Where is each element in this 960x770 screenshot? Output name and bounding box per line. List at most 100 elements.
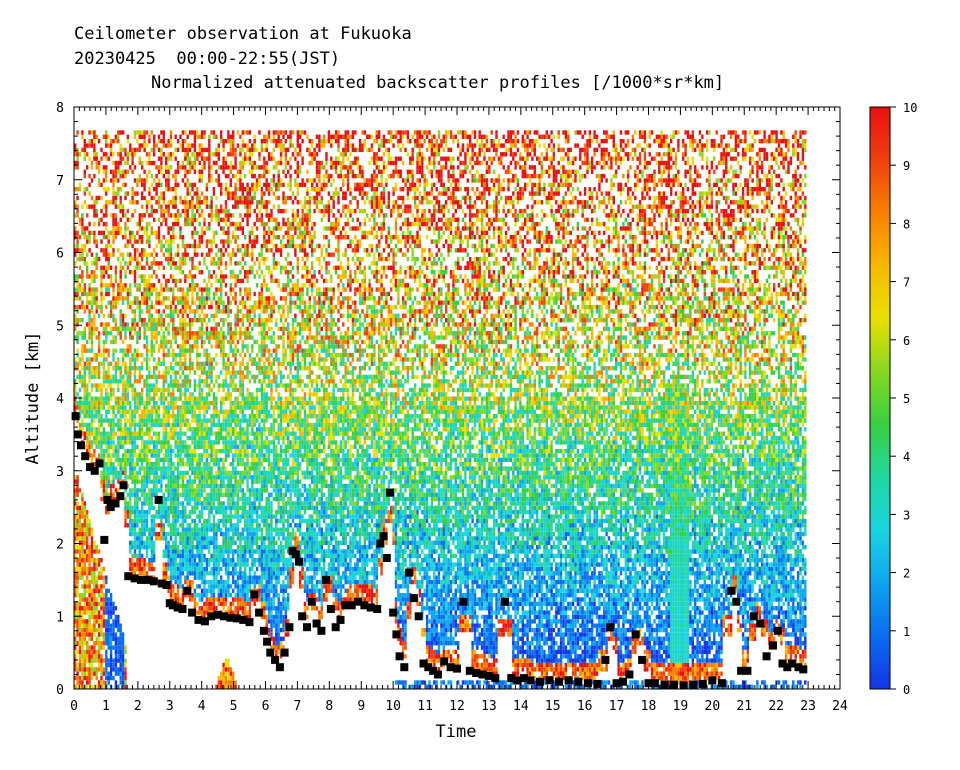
heatmap-cell	[182, 239, 184, 243]
heatmap-cell	[172, 510, 174, 514]
heatmap-cell	[194, 401, 196, 405]
heatmap-cell	[115, 645, 117, 649]
heatmap-cell	[230, 331, 232, 335]
heatmap-cell	[225, 410, 227, 414]
heatmap-cell	[91, 165, 93, 169]
heatmap-cell	[91, 292, 93, 296]
heatmap-cell	[131, 488, 133, 492]
heatmap-cell	[115, 379, 117, 383]
heatmap-cell	[170, 305, 172, 309]
heatmap-cell	[220, 353, 222, 357]
heatmap-cell	[117, 440, 119, 444]
heatmap-cell	[163, 493, 165, 497]
heatmap-cell	[105, 322, 107, 326]
heatmap-cell	[172, 187, 174, 191]
heatmap-cell	[139, 458, 141, 462]
heatmap-cell	[227, 480, 229, 484]
heatmap-cell	[131, 558, 133, 562]
heatmap-cell	[201, 488, 203, 492]
heatmap-cell	[194, 501, 196, 505]
heatmap-cell	[237, 558, 239, 562]
heatmap-cell	[105, 466, 107, 470]
heatmap-cell	[88, 571, 90, 575]
heatmap-cell	[139, 283, 141, 287]
heatmap-cell	[79, 619, 81, 623]
heatmap-cell	[191, 287, 193, 291]
heatmap-cell	[91, 458, 93, 462]
heatmap-cell	[86, 641, 88, 645]
heatmap-cell	[117, 418, 119, 422]
heatmap-cell	[105, 248, 107, 252]
heatmap-cell	[88, 432, 90, 436]
heatmap-cell	[175, 423, 177, 427]
heatmap-cell	[225, 366, 227, 370]
heatmap-cell	[84, 663, 86, 667]
heatmap-cell	[76, 257, 78, 261]
heatmap-cell	[91, 414, 93, 418]
heatmap-cell	[93, 440, 95, 444]
heatmap-cell	[177, 244, 179, 248]
heatmap-cell	[177, 418, 179, 422]
heatmap-cell	[167, 523, 169, 527]
heatmap-cell	[81, 375, 83, 379]
heatmap-cell	[96, 602, 98, 606]
heatmap-cell	[199, 462, 201, 466]
heatmap-cell	[79, 187, 81, 191]
heatmap-cell	[175, 554, 177, 558]
heatmap-cell	[230, 427, 232, 431]
heatmap-cell	[163, 571, 165, 575]
heatmap-cell	[117, 283, 119, 287]
heatmap-cell	[98, 349, 100, 353]
heatmap-cell	[230, 344, 232, 348]
heatmap-cell	[100, 322, 102, 326]
heatmap-cell	[129, 239, 131, 243]
heatmap-cell	[225, 663, 227, 667]
heatmap-cell	[182, 541, 184, 545]
heatmap-cell	[232, 597, 234, 601]
heatmap-cell	[203, 148, 205, 152]
heatmap-cell	[218, 174, 220, 178]
heatmap-cell	[146, 357, 148, 361]
heatmap-cell	[165, 335, 167, 339]
heatmap-cell	[187, 480, 189, 484]
heatmap-cell	[143, 410, 145, 414]
heatmap-cell	[76, 366, 78, 370]
heatmap-cell	[146, 279, 148, 283]
heatmap-cell	[153, 423, 155, 427]
heatmap-cell	[110, 667, 112, 671]
heatmap-cell	[76, 362, 78, 366]
heatmap-cell	[165, 440, 167, 444]
heatmap-cell	[91, 602, 93, 606]
heatmap-cell	[146, 562, 148, 566]
heatmap-cell	[103, 593, 105, 597]
heatmap-cell	[237, 418, 239, 422]
heatmap-cell	[163, 401, 165, 405]
heatmap-cell	[96, 410, 98, 414]
heatmap-cell	[143, 541, 145, 545]
heatmap-cell	[151, 480, 153, 484]
heatmap-cell	[179, 231, 181, 235]
heatmap-cell	[170, 576, 172, 580]
heatmap-cell	[108, 366, 110, 370]
heatmap-cell	[232, 462, 234, 466]
heatmap-cell	[112, 632, 114, 636]
heatmap-cell	[112, 423, 114, 427]
heatmap-cell	[81, 130, 83, 134]
heatmap-cell	[220, 318, 222, 322]
heatmap-cell	[194, 545, 196, 549]
heatmap-cell	[88, 628, 90, 632]
heatmap-cell	[172, 519, 174, 523]
heatmap-cell	[88, 301, 90, 305]
heatmap-cell	[201, 458, 203, 462]
heatmap-cell	[194, 562, 196, 566]
heatmap-cell	[201, 143, 203, 147]
heatmap-cell	[127, 261, 129, 265]
heatmap-cell	[91, 658, 93, 662]
heatmap-cell	[146, 484, 148, 488]
heatmap-cell	[170, 383, 172, 387]
heatmap-cell	[196, 135, 198, 139]
heatmap-cell	[184, 392, 186, 396]
heatmap-cell	[167, 388, 169, 392]
heatmap-cell	[103, 440, 105, 444]
heatmap-cell	[86, 654, 88, 658]
